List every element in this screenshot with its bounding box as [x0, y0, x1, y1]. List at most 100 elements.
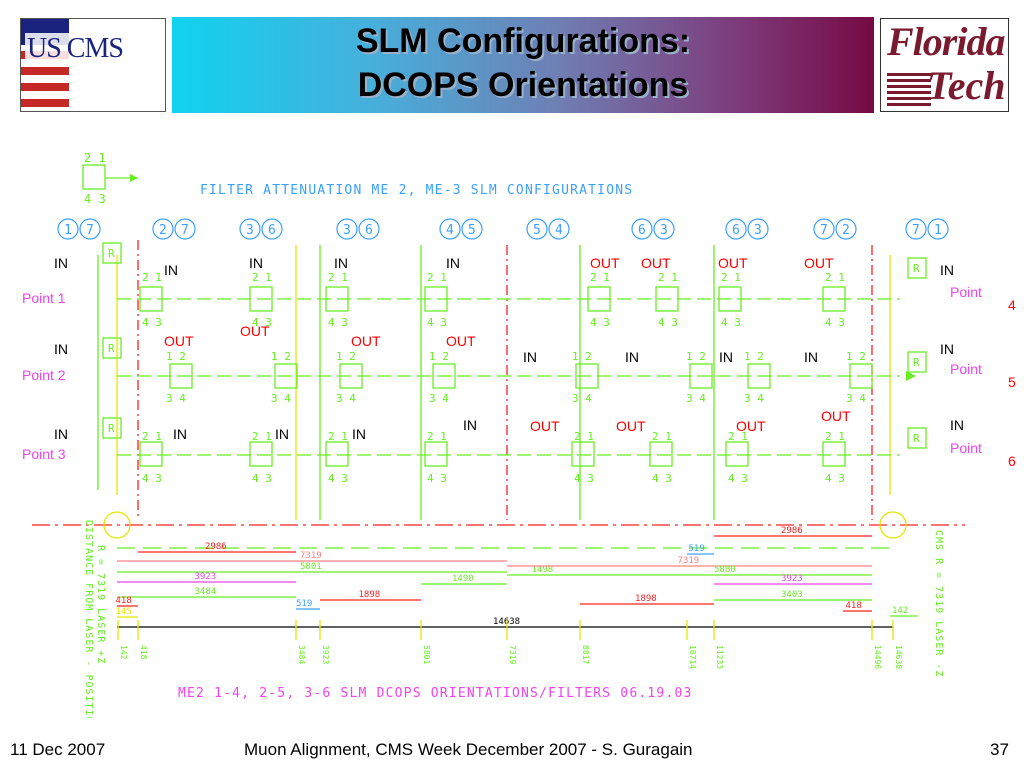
filter-label-circle — [57, 218, 79, 240]
dimension-value: 5880 — [714, 565, 736, 575]
filter-label-number: 2 — [842, 223, 850, 238]
dimension-value: 7319 — [678, 556, 700, 566]
dcops-sensor-box — [822, 286, 846, 312]
dcops-sensor-box — [139, 286, 163, 312]
sensor-port-label: 4 3 — [427, 316, 447, 329]
legend-box — [82, 164, 106, 190]
us-cms-logo: US CMS — [20, 18, 166, 112]
row3-out-label: OUT — [736, 418, 766, 434]
axis-tick-label: 11233 — [715, 645, 724, 669]
row2-out-label: OUT — [351, 333, 381, 349]
dcops-sensor-box — [339, 363, 363, 389]
legend-label-top: 2 1 — [84, 151, 106, 165]
dimension-value: 7319 — [300, 551, 322, 561]
dcops-sensor-box — [725, 441, 749, 467]
sensor-port-label: 2 1 — [427, 430, 447, 443]
vertical-caption-right: CMS R = 7319 LASER -Z — [933, 530, 944, 677]
row2-in-label: IN — [625, 349, 639, 365]
us-cms-logo-text: US CMS — [25, 33, 125, 65]
row1-in-label: IN — [54, 255, 68, 271]
filter-label-circle — [358, 218, 380, 240]
vertical-caption-left-2: R = 7319 LASER +Z — [95, 545, 106, 664]
row3-in-label: IN — [54, 426, 68, 442]
filter-label-circle — [239, 218, 261, 240]
sensor-port-label: 2 1 — [825, 271, 845, 284]
row2-out-label: OUT — [240, 323, 270, 339]
dcops-sensor-box — [822, 441, 846, 467]
dcops-sensor-box — [424, 441, 448, 467]
dcops-sensor-box — [325, 441, 349, 467]
slm-configuration-drawing: FILTER ATTENUATION ME 2, ME-3 SLM CONFIG… — [22, 151, 1016, 718]
filter-label-circle — [79, 218, 101, 240]
reference-sensor-r-label: R — [913, 432, 920, 445]
axis-tick-label: 8817 — [581, 645, 590, 664]
dimension-value: 2986 — [205, 542, 227, 552]
sensor-port-label: 4 3 — [590, 316, 610, 329]
florida-tech-logo-line1: Florida — [887, 19, 1005, 64]
florida-tech-logo-line2: Tech — [927, 63, 1006, 108]
filter-label-number: 4 — [446, 223, 454, 238]
filter-label-circle — [336, 218, 358, 240]
sensor-port-label: 2 1 — [652, 430, 672, 443]
footer-center: Muon Alignment, CMS Week December 2007 -… — [244, 740, 693, 759]
dimension-value: 3484 — [195, 587, 217, 597]
point-label-right: Point — [950, 284, 982, 300]
row3-in-label: IN — [352, 426, 366, 442]
sensor-port-label: 2 1 — [252, 430, 272, 443]
row2-out-label: OUT — [446, 333, 476, 349]
sensor-port-label: 4 3 — [328, 316, 348, 329]
dimension-value: 142 — [892, 606, 908, 616]
sensor-port-label: 2 1 — [142, 430, 162, 443]
dimension-value: 418 — [116, 596, 132, 606]
sensor-port-label: 4 3 — [142, 472, 162, 485]
filter-label-circle — [526, 218, 548, 240]
filter-label-number: 7 — [820, 223, 828, 238]
footer-date: 11 Dec 2007 — [10, 740, 106, 759]
reference-sensor-r — [102, 242, 122, 264]
sensor-port-label: 1 2 — [572, 350, 592, 363]
footer-page-number: 37 — [990, 740, 1009, 759]
sensor-port-label: 4 3 — [328, 472, 348, 485]
title-line-1: SLM Configurations: — [355, 22, 691, 60]
title-line-2: DCOPS Orientations — [357, 66, 689, 104]
dcops-sensor-box — [325, 286, 349, 312]
filter-label-number: 3 — [660, 223, 668, 238]
sensor-port-label: 3 4 — [744, 392, 764, 405]
dimension-value: 3403 — [781, 590, 803, 600]
filter-label-circle — [905, 218, 927, 240]
sensor-port-label: 1 2 — [166, 350, 186, 363]
dcops-sensor-box — [249, 286, 273, 312]
point-label-right: Point — [950, 440, 982, 456]
row2-in-label: IN — [523, 349, 537, 365]
sensor-port-label: 4 3 — [721, 316, 741, 329]
filter-label-number: 6 — [268, 223, 276, 238]
sensor-port-label: 4 3 — [574, 472, 594, 485]
dcops-sensor-box — [655, 286, 679, 312]
diagram-caption: ME2 1-4, 2-5, 3-6 SLM DCOPS ORIENTATIONS… — [178, 686, 693, 701]
row3-out-label: OUT — [821, 408, 851, 424]
point-number-right: 5 — [1008, 374, 1016, 390]
row3-in-label: IN — [275, 426, 289, 442]
dcops-sensor-box — [139, 441, 163, 467]
row2-in-label: IN — [804, 349, 818, 365]
dimension-value: 145 — [116, 607, 132, 617]
row1-out-label: OUT — [718, 255, 748, 271]
filter-label-circle — [653, 218, 675, 240]
axis-tick-label: 142 — [119, 645, 128, 660]
filter-label-circle — [152, 218, 174, 240]
sensor-port-label: 3 4 — [336, 392, 356, 405]
filter-label-number: 3 — [343, 223, 351, 238]
filter-label-number: 5 — [533, 223, 541, 238]
row2-in-label: IN — [940, 341, 954, 357]
sensor-port-label: 4 3 — [652, 472, 672, 485]
sensor-port-label: 3 4 — [429, 392, 449, 405]
dimension-value: 418 — [846, 601, 862, 611]
point-label-left: Point 3 — [22, 446, 66, 462]
sensor-port-label: 2 1 — [142, 271, 162, 284]
reference-sensor-r-label: R — [913, 262, 920, 275]
filter-label-circle — [461, 218, 483, 240]
reference-sensor-r — [907, 257, 927, 279]
legend-label-bottom: 4 3 — [84, 192, 106, 206]
laser-arrowhead — [906, 371, 916, 381]
sensor-port-label: 2 1 — [728, 430, 748, 443]
